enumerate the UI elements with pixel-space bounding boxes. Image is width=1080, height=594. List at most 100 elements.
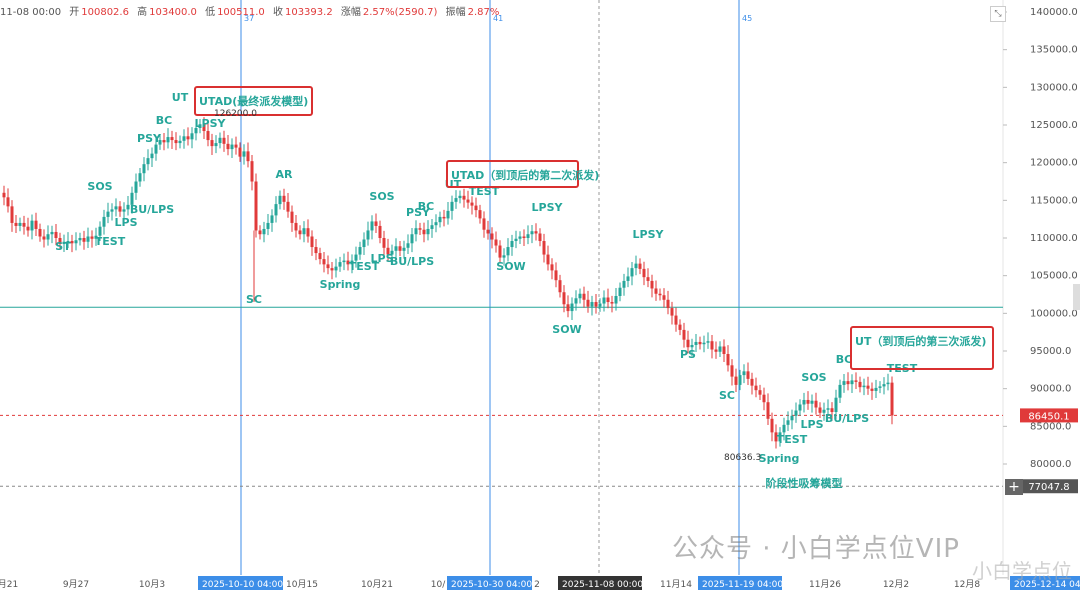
candle-body: [862, 385, 866, 388]
candle-body: [666, 299, 670, 309]
candle-body: [410, 234, 414, 244]
price-label-bg: [1020, 479, 1078, 494]
x-tick-label: 2: [534, 580, 540, 590]
candle-body: [42, 236, 46, 240]
candle-body: [790, 415, 794, 421]
wyckoff-annotation: Spring: [759, 452, 800, 465]
y-tick-label: 130000.0: [1030, 82, 1078, 93]
change-label: 涨幅: [340, 7, 361, 18]
candle-body: [730, 365, 734, 377]
candle-body: [542, 241, 546, 255]
candle-body: [718, 346, 722, 352]
candle-body: [198, 124, 202, 129]
y-tick-label: 80000.0: [1030, 459, 1071, 470]
candle-body: [150, 153, 154, 159]
candle-body: [322, 259, 326, 265]
highlight-box-label: UT（到顶后的第三次派发): [855, 334, 986, 348]
candle-body: [462, 195, 466, 200]
wyckoff-annotation: LPSY: [532, 201, 564, 214]
candle-body: [826, 408, 830, 410]
candle-body: [562, 292, 566, 305]
candle-body: [618, 287, 622, 297]
candle-body: [854, 380, 858, 382]
x-date-badge-text: 2025-11-08 00:00: [562, 580, 643, 590]
candle-body: [746, 371, 750, 379]
candle-body: [578, 293, 582, 299]
candle-body: [194, 128, 198, 134]
low-label: 低: [205, 7, 216, 18]
candle-body: [802, 399, 806, 405]
wyckoff-annotation: ST: [55, 240, 71, 253]
candle-body: [590, 302, 594, 307]
candle-body: [534, 231, 538, 234]
candle-body: [106, 211, 110, 217]
candle-body: [94, 235, 98, 239]
ohlc-header: 11-08 00:00 开 100802.6 高 103400.0 低 100511.…: [0, 3, 504, 18]
candle-body: [54, 231, 58, 238]
candle-body: [886, 382, 890, 385]
candle-body: [22, 222, 26, 227]
y-tick-label: 95000.0: [1030, 346, 1071, 357]
candle-body: [890, 382, 894, 416]
wyckoff-annotation: SOW: [496, 260, 525, 273]
candle-body: [762, 394, 766, 403]
wyckoff-annotation: SOS: [369, 190, 394, 203]
x-date-badge: [698, 576, 782, 590]
candle-body: [358, 247, 362, 255]
wyckoff-annotation: Spring: [320, 278, 361, 291]
candle-body: [830, 408, 834, 413]
candle-body: [558, 280, 562, 293]
candle-body: [350, 260, 354, 265]
plus-icon[interactable]: +: [1005, 479, 1023, 495]
highlight-box: [194, 86, 313, 116]
candle-body: [846, 381, 850, 385]
candle-body: [230, 144, 234, 150]
candle-body: [654, 288, 658, 294]
candle-body: [170, 137, 174, 141]
candle-body: [142, 164, 146, 174]
candle-body: [538, 233, 542, 242]
change-value: 2.57%(2590.7): [362, 7, 438, 18]
watermark-text: 公众号 · 小白学点位VIP: [672, 534, 960, 564]
wyckoff-annotation: TEST: [469, 185, 500, 198]
candle-body: [470, 202, 474, 206]
candle-body: [494, 239, 498, 246]
wyckoff-annotation: TEST: [777, 433, 808, 446]
candle-body: [630, 268, 634, 277]
x-date-badge: [1010, 576, 1080, 590]
candle-body: [414, 228, 418, 235]
candle-body: [402, 247, 406, 251]
extreme-price-mark: 126200.0: [214, 109, 257, 119]
candle-body: [298, 230, 302, 235]
wyckoff-annotation: LPSY: [195, 117, 227, 130]
wyckoff-annotation: LPS: [371, 252, 394, 265]
highlight-box: [850, 326, 994, 370]
x-tick-label: 10月21: [361, 579, 393, 590]
x-tick-label: 10/: [431, 580, 446, 590]
candle-body: [286, 201, 290, 212]
candle-body: [650, 280, 654, 289]
candle-body: [670, 308, 674, 316]
candle-body: [310, 236, 314, 248]
candle-body: [466, 199, 470, 203]
candle-body: [6, 197, 10, 207]
x-tick-label: 11月14: [660, 579, 692, 590]
candle-body: [678, 324, 682, 330]
candle-body: [570, 303, 574, 312]
candle-body: [438, 216, 442, 223]
candle-body: [598, 303, 602, 307]
x-tick-label: 9月27: [63, 579, 89, 590]
candle-body: [374, 221, 378, 226]
side-panel-handle[interactable]: [1073, 284, 1080, 310]
candle-body: [46, 234, 50, 240]
reset-zoom-icon[interactable]: ⤡: [990, 6, 1006, 22]
candle-body: [834, 397, 838, 413]
candle-body: [82, 238, 86, 242]
candle-body: [330, 268, 334, 271]
candle-body: [254, 181, 258, 231]
candle-body: [270, 215, 274, 223]
candle-body: [806, 399, 810, 404]
candle-body: [766, 402, 770, 419]
